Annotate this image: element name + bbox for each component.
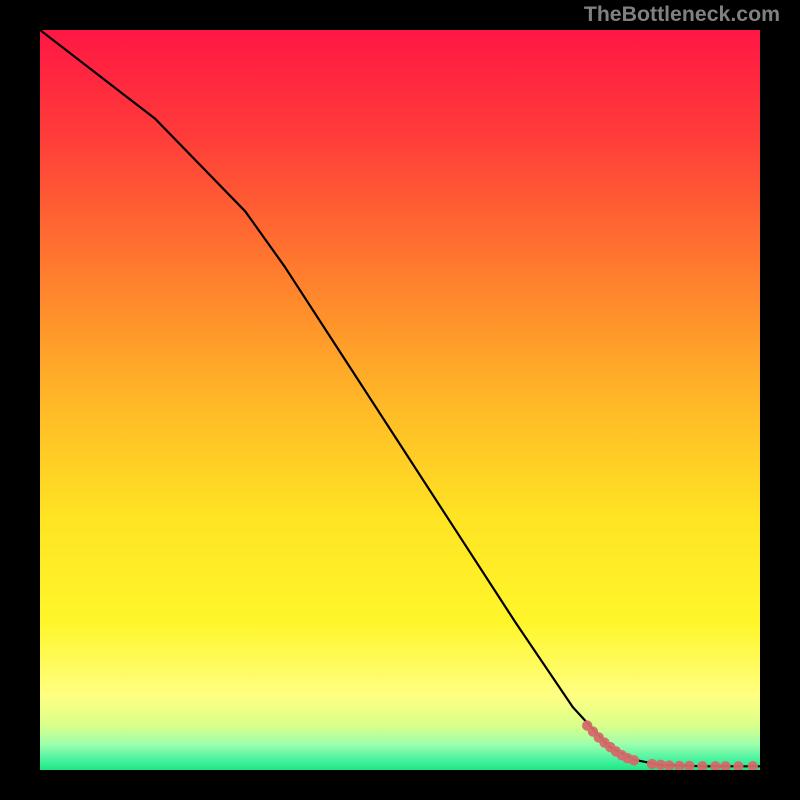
gradient-background xyxy=(40,30,760,770)
chart-frame: TheBottleneck.com xyxy=(0,0,800,800)
scatter-point xyxy=(629,755,639,765)
chart-svg xyxy=(40,30,760,770)
plot-area xyxy=(40,30,760,770)
source-caption: TheBottleneck.com xyxy=(584,2,780,27)
